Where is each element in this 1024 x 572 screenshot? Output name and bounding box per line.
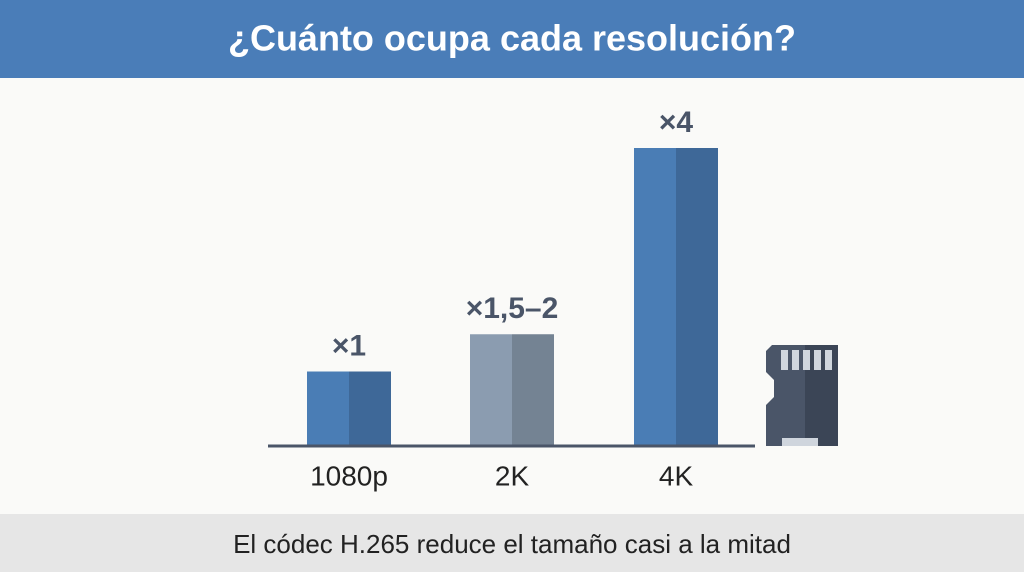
x-tick-label: 4K [659,460,694,491]
bar [470,334,554,446]
value-label: ×1,5–2 [466,292,559,325]
bar [307,371,391,446]
chart-title: ¿Cuánto ocupa cada resolución? [228,18,796,59]
bar [634,148,718,446]
x-tick-label: 2K [495,460,530,491]
value-label: ×4 [659,106,694,139]
sd-card-icon [766,345,838,446]
value-label: ×1 [332,329,366,362]
bar-shade [512,334,554,446]
header-band [0,0,1024,78]
subtitle: El códec H.265 reduce el tamaño casi a l… [233,529,791,559]
bar-shade [676,148,718,446]
bar-shade [349,371,391,446]
x-tick-label: 1080p [310,460,388,491]
footer-band [0,514,1024,572]
